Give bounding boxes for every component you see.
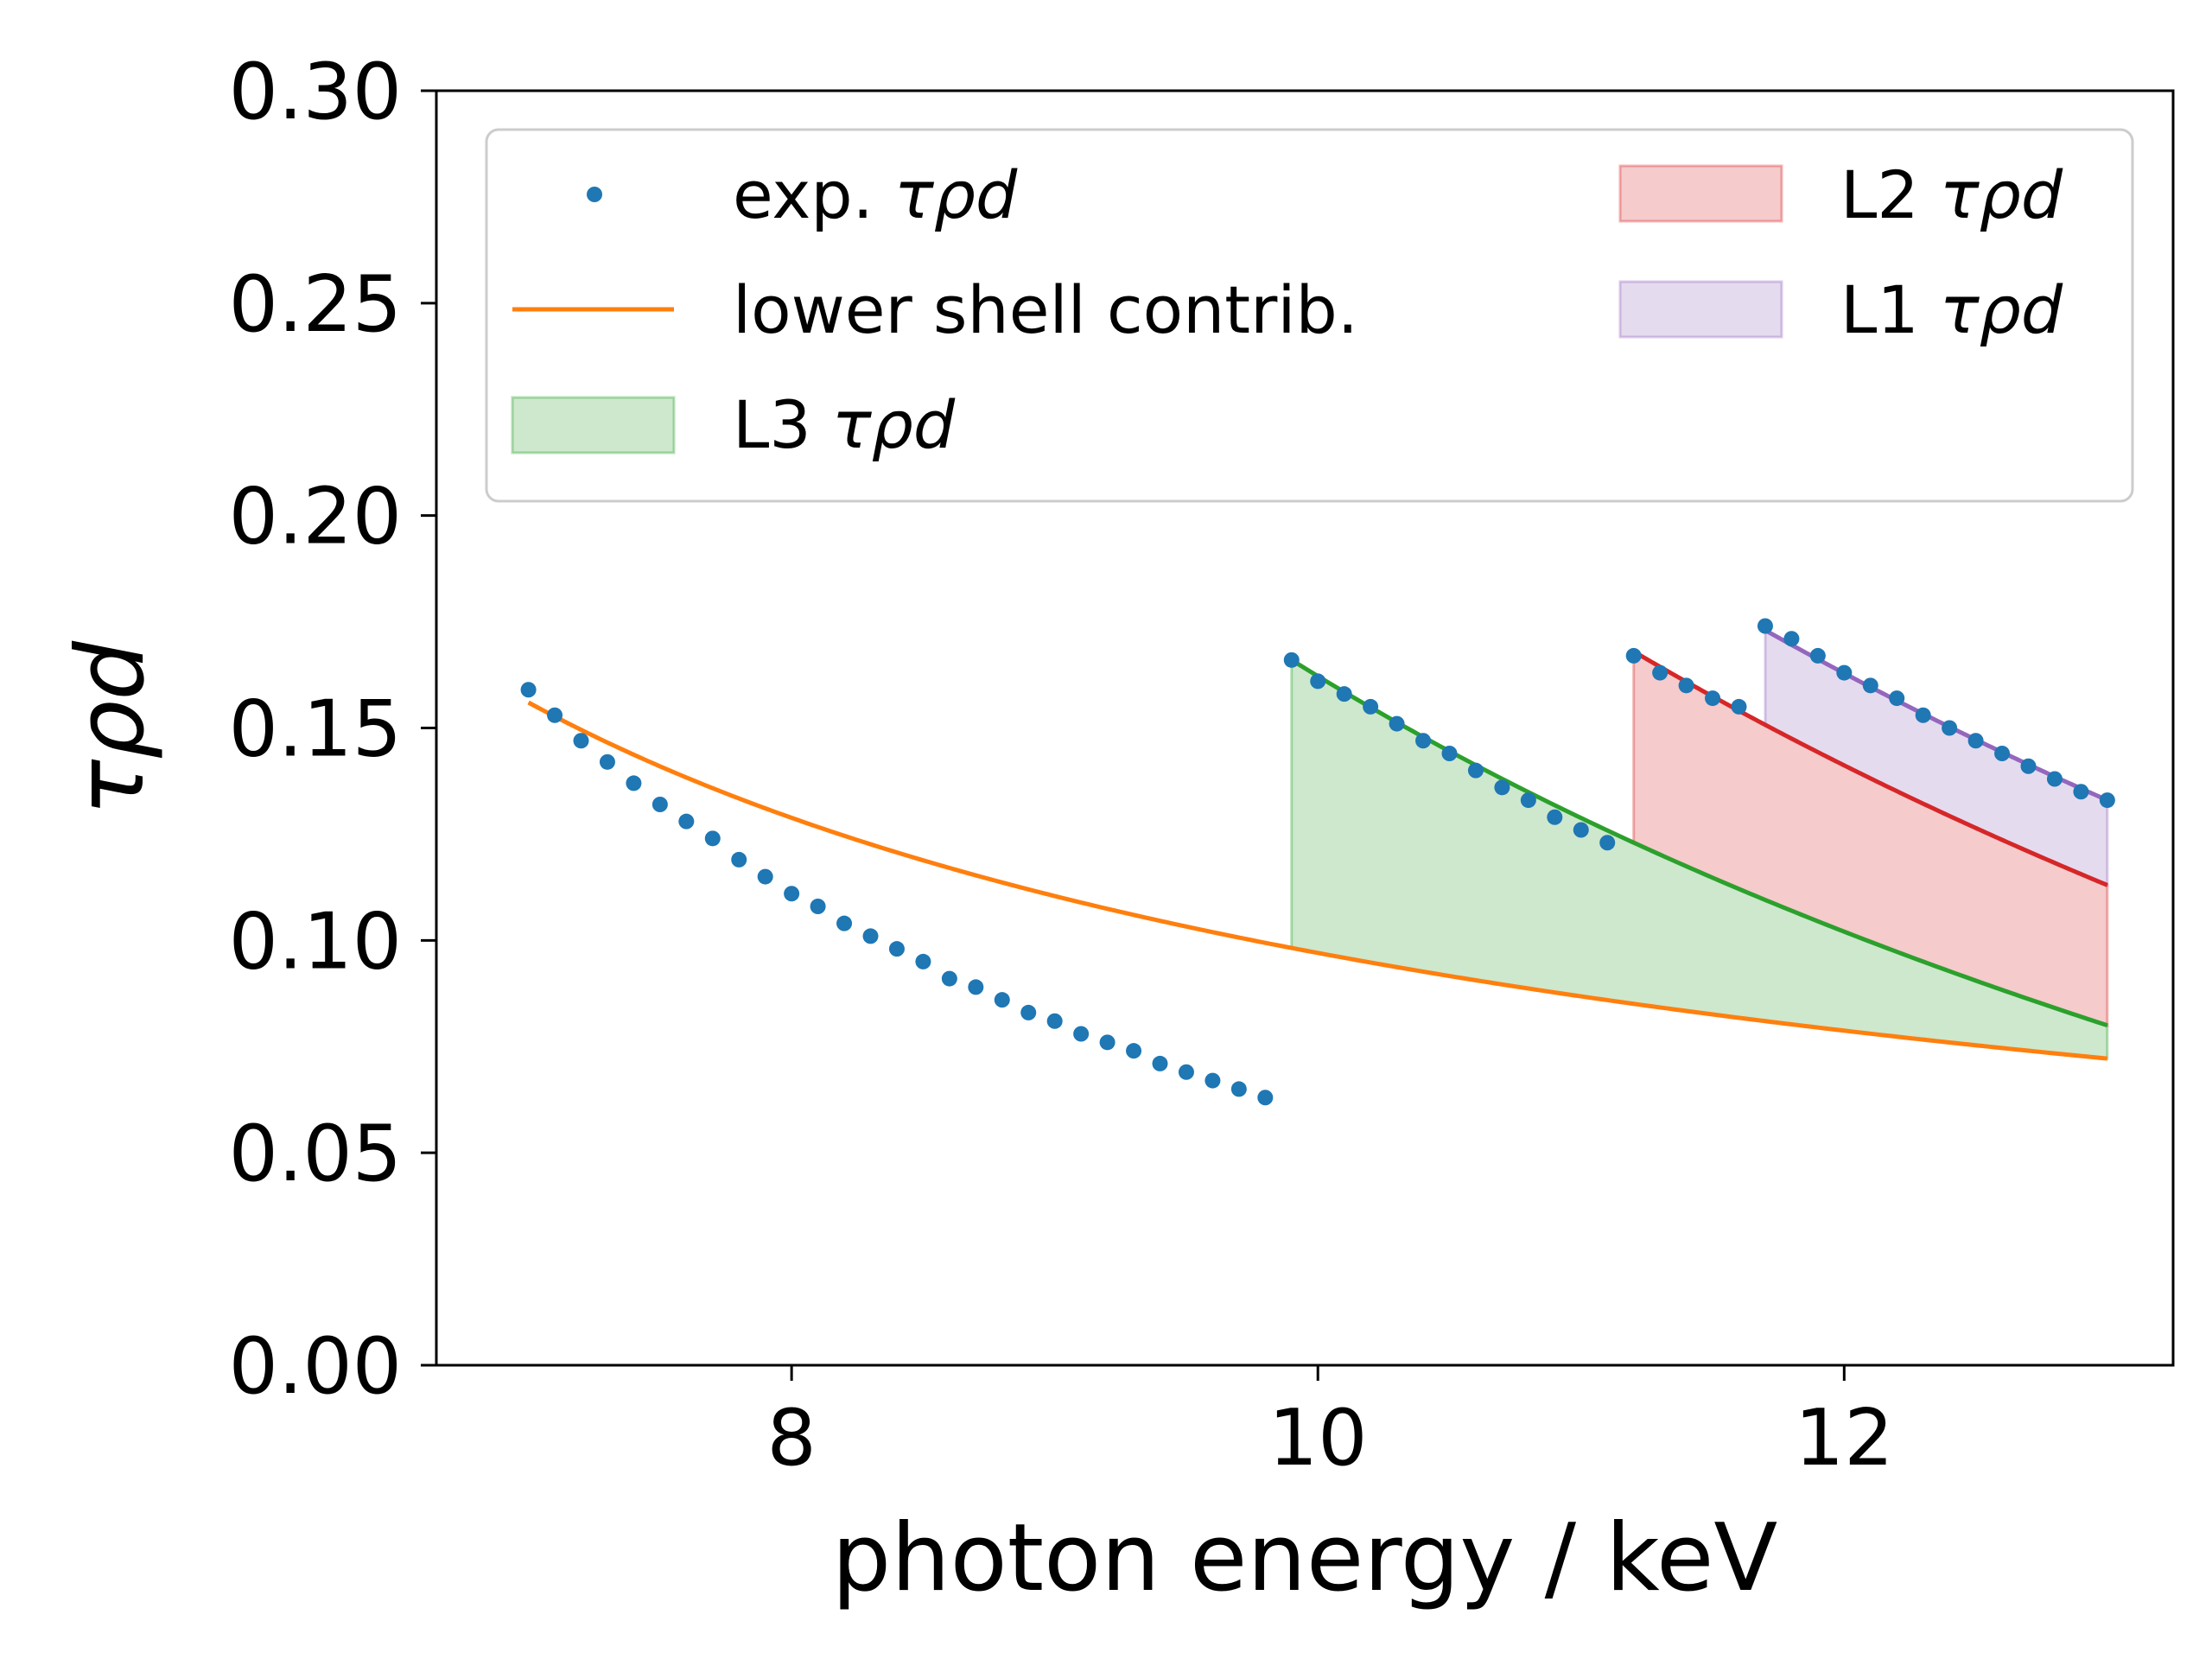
legend-l3-text: L3 (733, 386, 832, 463)
legend-l3-math: τρd (832, 386, 956, 463)
legend-l3-patch (511, 396, 676, 454)
exp-data-point (1625, 647, 1642, 664)
exp-data-point (1152, 1055, 1168, 1071)
exp-data-point (1678, 677, 1694, 694)
exp-data-point (1230, 1081, 1247, 1097)
exp-data-point (2020, 758, 2037, 774)
exp-data-point (1310, 673, 1326, 690)
y-tick-label: 0.25 (229, 259, 402, 350)
exp-data-point (1363, 698, 1379, 715)
exp-data-point (994, 992, 1010, 1008)
x-axis-label: photon energy / keV (832, 1504, 1778, 1612)
y-tick-label: 0.00 (229, 1321, 402, 1412)
exp-data-point (2099, 792, 2115, 809)
exp-data-point (784, 886, 800, 902)
exp-data-point (1862, 677, 1878, 694)
legend-l3-label: L3 τρd (733, 386, 956, 463)
x-tick-label: 12 (1795, 1393, 1894, 1484)
exp-data-point (968, 979, 984, 995)
x-tick-label: 8 (767, 1393, 817, 1484)
exp-data-point (1573, 822, 1589, 838)
legend-exp-math: τρd (894, 156, 1018, 233)
exp-data-point (626, 775, 642, 791)
exp-data-point (757, 868, 773, 885)
legend-lower-label: lower shell contrib. (733, 271, 1358, 348)
y-axis: 0.00 0.05 0.10 0.15 0.20 0.25 0.30 (229, 47, 436, 1412)
exp-data-point (652, 797, 668, 812)
x-tick-label: 10 (1268, 1393, 1368, 1484)
exp-data-point (1020, 1004, 1037, 1020)
exp-data-point (1520, 792, 1536, 809)
exp-data-point (1757, 618, 1773, 634)
exp-data-point (678, 813, 695, 830)
exp-data-point (1705, 690, 1721, 707)
exp-data-point (1889, 690, 1905, 707)
exp-data-point (915, 953, 931, 969)
exp-data-point (1994, 746, 2011, 761)
exp-data-point (1205, 1072, 1221, 1089)
exp-data-point (573, 733, 589, 749)
exp-data-point (1389, 715, 1405, 732)
exp-points-layer (520, 618, 2115, 1106)
exp-data-point (1783, 631, 1800, 647)
legend-l2-label: L2 τρd (1840, 156, 2063, 233)
exp-data-point (1126, 1043, 1142, 1059)
legend-l2-text: L2 (1840, 156, 1940, 233)
exp-data-point (1967, 733, 1984, 749)
x-axis: 8 10 12 (767, 1365, 1894, 1484)
exp-data-point (862, 928, 879, 944)
legend-l1-math: τρd (1940, 271, 2063, 348)
exp-data-point (1046, 1013, 1063, 1029)
lower-shell-line (527, 700, 2108, 1061)
legend-exp-text: exp. (733, 156, 894, 233)
y-axis-label: τρd (57, 639, 165, 816)
exp-data-point (1915, 707, 1931, 723)
exp-data-point (941, 970, 957, 987)
exp-data-point (1942, 720, 1958, 736)
exp-data-point (1178, 1064, 1194, 1080)
exp-data-point (836, 915, 853, 931)
exp-data-point (1547, 809, 1563, 825)
exp-data-point (731, 851, 747, 868)
legend-l2-patch (1618, 164, 1783, 223)
legend-l1-patch (1618, 280, 1783, 339)
exp-data-point (1467, 762, 1484, 779)
exp-data-point (1441, 746, 1458, 761)
exp-data-point (520, 682, 537, 698)
exp-data-point (1257, 1090, 1274, 1106)
legend-l1-label: L1 τρd (1840, 271, 2063, 348)
exp-data-point (599, 753, 615, 770)
legend-exp-marker (587, 187, 602, 202)
exp-data-point (547, 707, 563, 723)
exp-data-point (2046, 771, 2063, 787)
legend: exp. τρd lower shell contrib. L3 τρd L2 … (485, 128, 2134, 503)
exp-data-point (1073, 1026, 1090, 1042)
exp-data-point (1652, 664, 1669, 681)
exp-data-point (1099, 1034, 1116, 1051)
y-tick-label: 0.20 (229, 472, 402, 563)
exp-data-point (1809, 647, 1826, 664)
legend-exp-label: exp. τρd (733, 156, 1018, 233)
exp-data-point (1336, 686, 1352, 702)
exp-data-point (1599, 835, 1616, 851)
exp-data-point (704, 830, 721, 847)
exp-data-point (1836, 664, 1853, 681)
exp-data-point (1283, 652, 1300, 668)
legend-frame (485, 128, 2134, 503)
y-tick-label: 0.10 (229, 896, 402, 987)
exp-data-point (888, 941, 905, 957)
y-tick-label: 0.05 (229, 1109, 402, 1199)
y-tick-label: 0.15 (229, 684, 402, 775)
legend-l2-math: τρd (1940, 156, 2063, 233)
legend-l1-text: L1 (1840, 271, 1940, 348)
y-tick-label: 0.30 (229, 47, 402, 137)
legend-lower-text: lower shell contrib. (733, 271, 1358, 348)
exp-data-point (1731, 698, 1747, 715)
exp-data-point (1494, 779, 1510, 796)
exp-data-point (2073, 784, 2089, 800)
exp-data-point (810, 899, 826, 914)
exp-data-point (1415, 733, 1432, 749)
